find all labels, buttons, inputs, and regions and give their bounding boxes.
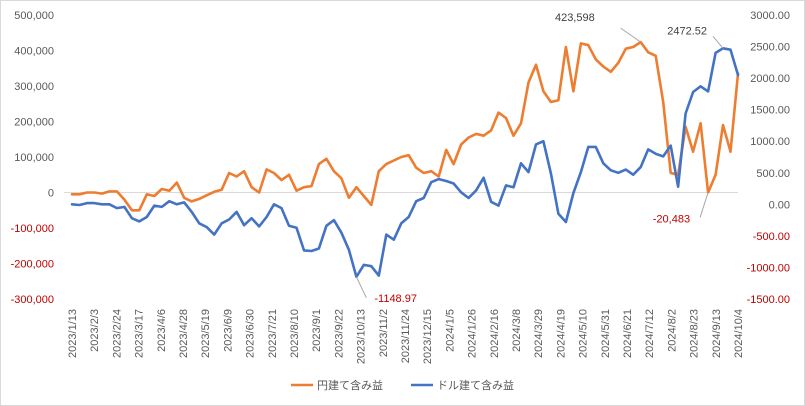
y-right-axis-ticks: 3000.00 2500.00 2000.00 1500.00 1000.00 500.0…: [747, 10, 790, 306]
y-right-tick-label: 0.00: [769, 199, 790, 211]
x-tick-label: 2023/4/6: [156, 309, 168, 352]
x-tick-label: 2024/6/21: [622, 309, 634, 358]
x-tick-label: 2024/8/23: [689, 309, 701, 358]
x-tick-label: 2024/5/10: [578, 309, 590, 358]
y-right-tick-label: -1000.00: [747, 262, 790, 274]
x-tick-label: 2023/7/21: [267, 309, 279, 358]
annotation-leader-line: [620, 27, 642, 43]
y-right-tick-label: -1500.00: [747, 294, 790, 306]
y-left-tick-label: -300,000: [11, 294, 54, 306]
x-tick-label: 2023/10/13: [356, 309, 368, 364]
data-label: -20,483: [653, 214, 690, 226]
annotation-leader-line: [712, 35, 724, 49]
x-tick-label: 2023/11/2: [378, 309, 390, 357]
y-right-tick-label: 1000.00: [750, 136, 790, 148]
y-left-tick-label: 300,000: [14, 81, 54, 93]
y-left-tick-label: 0: [48, 188, 54, 200]
x-tick-label: 2024/3/8: [511, 309, 523, 352]
x-tick-label: 2024/3/29: [533, 309, 545, 358]
y-right-tick-label: -500.00: [753, 231, 790, 243]
x-tick-label: 2023/5/19: [200, 309, 212, 358]
x-tick-label: 2023/1/13: [67, 309, 79, 358]
y-left-tick-label: 400,000: [14, 46, 54, 58]
x-axis-ticks: 2023/1/13 2023/2/3 2023/2/24 2023/3/17 2023/…: [67, 309, 745, 364]
x-tick-label: 2023/8/10: [289, 309, 301, 358]
x-tick-label: 2023/11/24: [400, 309, 412, 363]
yen-series-line: [70, 40, 740, 212]
y-right-tick-label: 3000.00: [750, 10, 790, 22]
legend-label: 円建て含み益: [317, 378, 383, 392]
x-tick-label: 2023/2/3: [89, 309, 101, 352]
x-tick-label: 2023/4/28: [178, 309, 190, 358]
data-label: 423,598: [555, 12, 595, 24]
usd-series-line: [70, 46, 740, 279]
x-tick-label: 2024/4/19: [555, 309, 567, 358]
annotation-leader-line: [699, 192, 709, 218]
annotation-layer: 423,598 2472.52 -20,483 -1148.97: [355, 12, 724, 305]
y-left-tick-label: -100,000: [11, 223, 54, 235]
legend-label: ドル建て含み益: [437, 378, 514, 392]
data-label: 2472.52: [667, 25, 707, 37]
x-tick-label: 2023/12/15: [422, 309, 434, 364]
y-left-axis-ticks: 500,000 400,000 300,000 200,000 100,000 0 -100…: [11, 10, 54, 306]
x-tick-label: 2024/1/5: [444, 309, 456, 352]
y-right-tick-label: 2000.00: [750, 73, 790, 85]
annotation-leader-line: [355, 276, 367, 299]
x-tick-label: 2023/6/30: [245, 309, 257, 358]
x-tick-label: 2023/6/9: [222, 309, 234, 352]
x-tick-label: 2023/9/22: [333, 309, 345, 358]
x-tick-label: 2024/8/2: [666, 309, 678, 352]
x-tick-label: 2023/9/1: [311, 309, 323, 352]
x-tick-label: 2024/1/26: [467, 309, 479, 358]
y-left-tick-label: 200,000: [14, 117, 54, 129]
x-tick-label: 2024/10/4: [733, 309, 745, 358]
x-tick-label: 2024/9/13: [711, 309, 723, 358]
x-tick-label: 2023/2/24: [111, 309, 123, 358]
y-left-tick-label: 100,000: [14, 152, 54, 164]
x-tick-label: 2024/2/16: [489, 309, 501, 358]
y-left-tick-label: -200,000: [11, 259, 54, 271]
y-right-tick-label: 2500.00: [750, 42, 790, 54]
x-tick-label: 2024/5/31: [600, 309, 612, 358]
y-right-tick-label: 1500.00: [750, 105, 790, 117]
x-tick-label: 2023/3/17: [134, 309, 146, 358]
data-label: -1148.97: [374, 293, 417, 305]
chart-legend: 円建て含み益 ドル建て含み益: [291, 378, 514, 392]
y-left-tick-label: 500,000: [14, 10, 54, 22]
series-layer: [70, 40, 740, 279]
x-tick-label: 2024/7/12: [644, 309, 656, 358]
y-right-tick-label: 500.00: [756, 168, 790, 180]
